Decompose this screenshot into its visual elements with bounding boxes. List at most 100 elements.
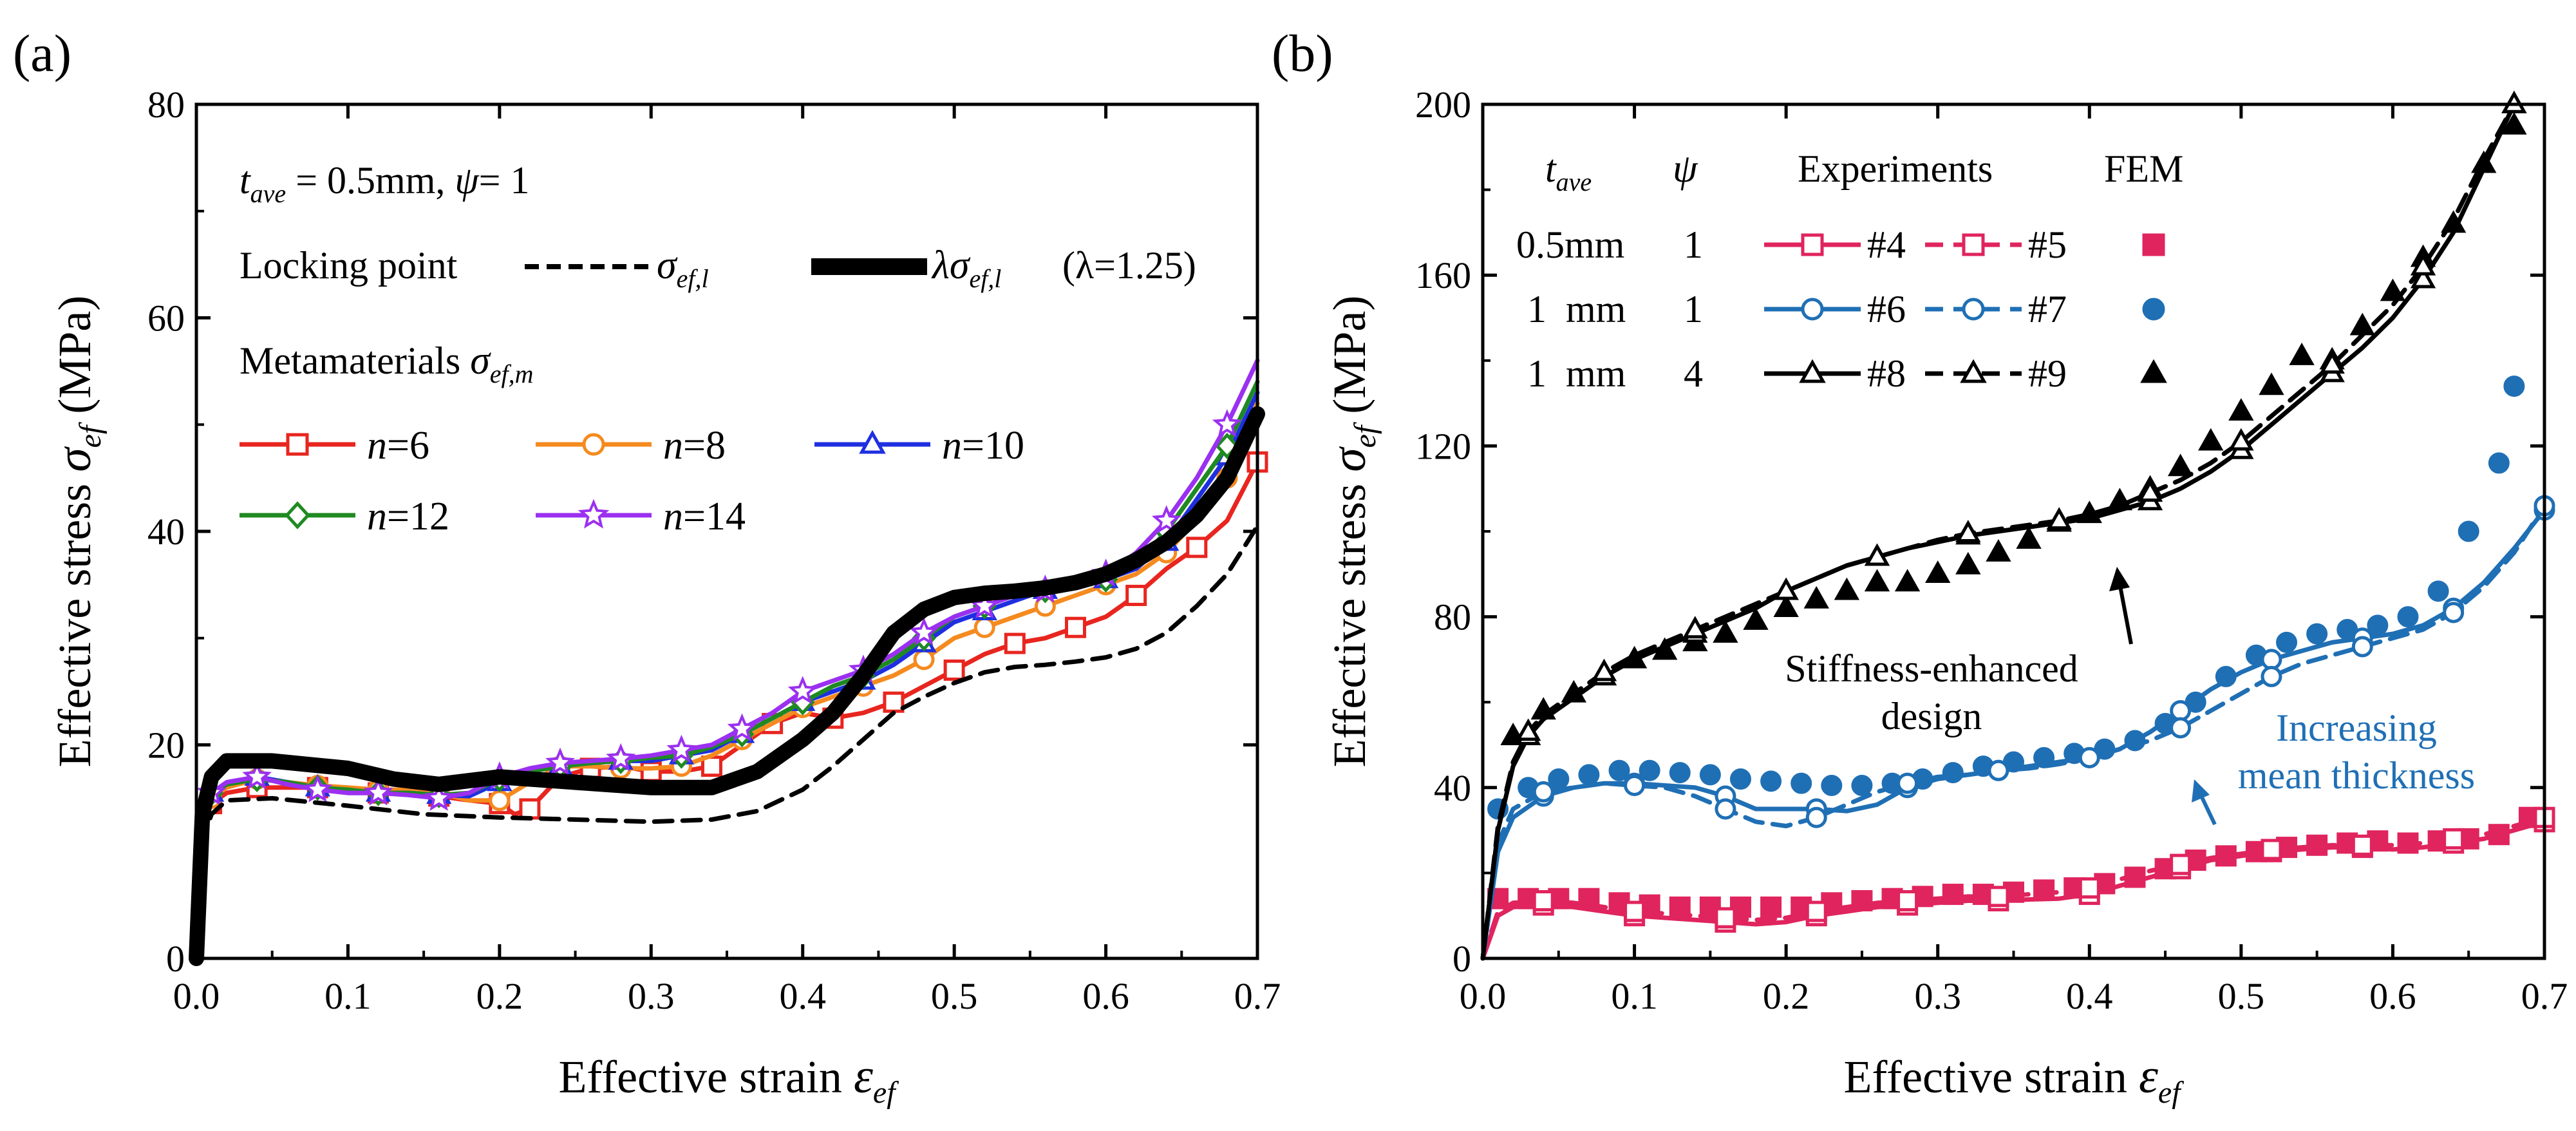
b-point-8 xyxy=(2410,265,2436,289)
a-point-n-14 xyxy=(363,777,393,806)
metamaterials-label: Metamaterials σef,m xyxy=(240,339,534,388)
a-legend-label-n-8: n=8 xyxy=(663,424,726,468)
b-fem-point-fem-1mm-1 xyxy=(2427,580,2449,602)
b-point-6 xyxy=(2170,699,2192,721)
a-ytick-label: 40 xyxy=(147,511,185,553)
b-legend-solid-marker xyxy=(1801,233,1824,256)
a-point-n-6 xyxy=(1125,584,1147,606)
b-legend-dashed-marker xyxy=(1962,298,1985,321)
legend-row-1-exp-solid: #4 xyxy=(1867,223,1906,266)
b-point-7 xyxy=(1715,798,1736,820)
b-fem-point-fem-1mm-1 xyxy=(2503,375,2525,397)
b-xtick-label: 0.2 xyxy=(1763,975,1810,1017)
b-point-5 xyxy=(1805,900,1827,922)
a-legend-swatch-marker xyxy=(582,433,605,456)
panel-a-label: (a) xyxy=(13,24,71,82)
b-point-7 xyxy=(2351,636,2373,658)
thickness-arrow-line xyxy=(2200,796,2217,826)
panel-a-legend: tave = 0.5mm, ψ= 1 Locking point σef,l λ… xyxy=(240,159,1196,538)
b-xtick-label: 0.3 xyxy=(1914,975,1961,1017)
a-series-line-ef-l xyxy=(189,406,1265,966)
a-series-line-ef-l xyxy=(194,524,1260,961)
a-xtick-label: 0.2 xyxy=(476,975,523,1017)
b-fem-point-fem-1mm-1 xyxy=(1699,764,1721,786)
b-point-5 xyxy=(2443,828,2465,850)
b-fem-point-fem-1mm-1 xyxy=(1608,759,1630,781)
b-ytick-label: 200 xyxy=(1415,84,1471,126)
a-point-n-14 xyxy=(787,676,818,705)
b-ytick-label: 120 xyxy=(1415,425,1471,467)
panel-b-ylabel: Effective stress σef (MPa) xyxy=(1322,296,1382,768)
panel-a-series xyxy=(189,358,1268,966)
a-point-n-14 xyxy=(545,747,575,776)
b-point-9 xyxy=(2137,479,2163,502)
b-fem-point-fem-1mm-4 xyxy=(2501,111,2527,135)
legend-header-tave: tave xyxy=(1545,147,1592,196)
a-ytick-label: 80 xyxy=(147,84,185,126)
b-fem-point-fem-1mm-4 xyxy=(2349,312,2375,336)
legend-header-experiments: Experiments xyxy=(1798,147,1993,190)
a-point-n-14 xyxy=(303,774,333,803)
b-fem-point-fem-1mm-4 xyxy=(2198,428,2224,451)
a-point-n-6 xyxy=(700,756,722,777)
b-point-5 xyxy=(2078,877,2100,899)
thickness-arrow-head xyxy=(2192,779,2210,803)
a-point-n-8 xyxy=(973,616,995,638)
legend-row-1-t: 0.5mm xyxy=(1516,223,1624,266)
b-point-7 xyxy=(2443,602,2465,623)
a-point-n-14 xyxy=(727,713,757,742)
b-fem-point-fem-1mm-4 xyxy=(1986,538,2011,562)
a-legend-swatch-marker xyxy=(285,501,310,529)
b-fem-point-fem-0-5mm xyxy=(1760,896,1782,918)
panel-b-series xyxy=(1480,90,2555,961)
a-xtick-label: 0.4 xyxy=(779,975,826,1017)
a-point-n-14 xyxy=(242,761,272,790)
b-legend-solid-marker xyxy=(1799,359,1826,383)
b-xtick-label: 0.0 xyxy=(1460,975,1507,1017)
b-point-9 xyxy=(1773,577,1799,600)
b-fem-point-fem-1mm-4 xyxy=(1773,594,1799,618)
b-fem-point-fem-1mm-1 xyxy=(1639,759,1660,781)
a-point-n-14 xyxy=(909,617,939,646)
a-point-n-8 xyxy=(913,649,935,670)
a-point-n-14 xyxy=(666,734,697,763)
legend-header-fem: FEM xyxy=(2104,147,2183,190)
legend-row-3-exp-solid: #8 xyxy=(1867,352,1906,395)
b-xtick-label: 0.1 xyxy=(1611,975,1658,1017)
b-point-7 xyxy=(1805,806,1827,828)
panel-a-axes: 0.0 0.1 0.2 0.3 0.4 0.5 0.6 0.7 0 20 40 60 80 xyxy=(147,84,1281,1017)
b-fem-point-fem-1mm-4 xyxy=(2228,398,2254,421)
b-ytick-label: 160 xyxy=(1415,254,1471,296)
a-xtick-label: 0.1 xyxy=(324,975,371,1017)
b-fem-point-fem-1mm-4 xyxy=(1803,585,1829,609)
legend-row-1-psi: 1 xyxy=(1684,223,1703,266)
a-ytick-label: 60 xyxy=(147,298,185,339)
b-fem-point-fem-1mm-4 xyxy=(2259,372,2284,395)
a-xtick-label: 0.0 xyxy=(173,975,220,1017)
b-fem-point-fem-1mm-4 xyxy=(2167,453,2194,477)
a-point-n-6 xyxy=(1186,537,1208,558)
a-point-n-8 xyxy=(489,790,511,812)
b-point-7 xyxy=(1532,781,1554,803)
b-point-6 xyxy=(2261,649,2282,670)
b-point-7 xyxy=(1988,759,2009,781)
panel-b-axes: 0.0 0.1 0.2 0.3 0.4 0.5 0.6 0.7 0 40 80 120 160 200 xyxy=(1415,84,2568,1017)
b-fem-point-fem-1mm-4 xyxy=(1925,560,1951,583)
b-point-7 xyxy=(2261,665,2282,687)
panel-b-xlabel: Effective strain εef xyxy=(1843,1049,2184,1110)
b-fem-point-fem-1mm-1 xyxy=(1821,774,1843,796)
b-legend-dashed-marker xyxy=(1962,233,1985,256)
b-ytick-label: 0 xyxy=(1453,938,1471,980)
a-legend-label-n-12: n=12 xyxy=(367,495,449,538)
a-point-n-14 xyxy=(424,783,454,811)
stiffness-arrow-head xyxy=(2109,567,2130,591)
b-fem-point-fem-1mm-4 xyxy=(1713,620,1738,643)
a-point-n-14 xyxy=(1151,505,1181,533)
locking-solid-label: λσef,l xyxy=(931,243,1001,293)
a-point-n-6 xyxy=(943,659,965,681)
b-fem-point-fem-1mm-4 xyxy=(1955,551,1981,575)
panel-a-xlabel: Effective strain εef xyxy=(558,1049,899,1110)
a-legend-label-n-10: n=10 xyxy=(942,424,1024,468)
panel-b-label: (b) xyxy=(1272,24,1333,82)
